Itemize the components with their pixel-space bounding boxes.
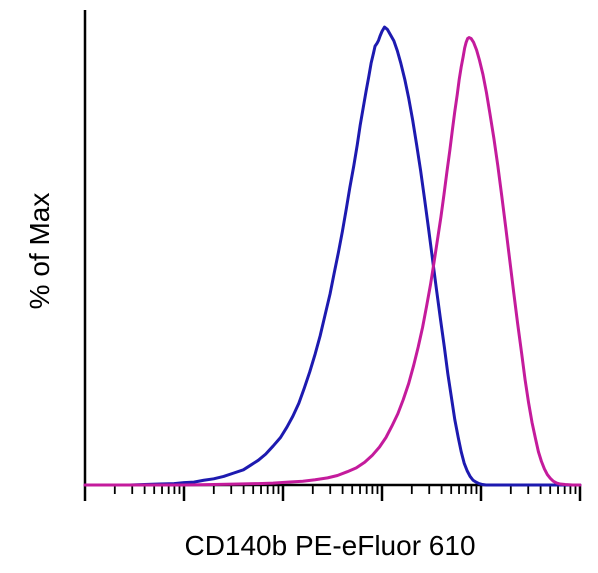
- series-stained: [85, 38, 580, 485]
- series-control: [85, 27, 580, 485]
- flow-histogram: [0, 0, 598, 573]
- x-axis-label: CD140b PE-eFluor 610: [130, 530, 530, 562]
- y-axis-label: % of Max: [24, 141, 56, 361]
- chart-container: % of Max CD140b PE-eFluor 610: [0, 0, 598, 573]
